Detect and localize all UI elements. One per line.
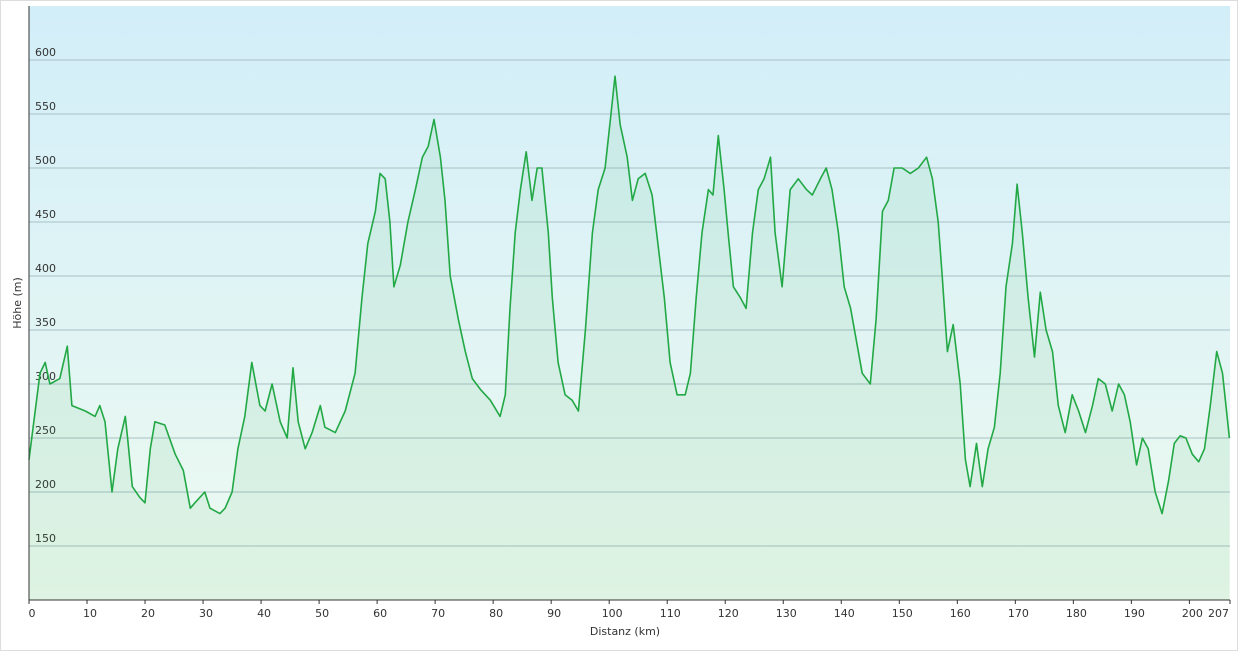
x-tick-label: 70 <box>431 607 445 620</box>
x-tick-label: 90 <box>547 607 561 620</box>
x-tick-label: 80 <box>489 607 503 620</box>
x-tick-label: 130 <box>776 607 797 620</box>
x-tick-label: 60 <box>373 607 387 620</box>
x-tick-label: 120 <box>718 607 739 620</box>
plot-area <box>29 6 1230 600</box>
x-tick-label: 180 <box>1066 607 1087 620</box>
x-tick-label: 160 <box>950 607 971 620</box>
y-tick-label: 500 <box>35 154 56 167</box>
y-tick-label: 450 <box>35 208 56 221</box>
line <box>28 75 1231 515</box>
y-tick-label: 150 <box>35 532 56 545</box>
x-tick-label: 30 <box>199 607 213 620</box>
x-tick-label: 200 <box>1182 607 1203 620</box>
x-tick-label: 10 <box>83 607 97 620</box>
x-tick-label: 0 <box>29 607 36 620</box>
y-tick-label: 250 <box>35 424 56 437</box>
x-tick-label: 140 <box>834 607 855 620</box>
area <box>29 76 1230 600</box>
x-tick-label: 40 <box>257 607 271 620</box>
y-tick-label: 550 <box>35 100 56 113</box>
x-tick-label: 20 <box>141 607 155 620</box>
x-axis-label: Distanz (km) <box>590 625 660 638</box>
x-tick-label: 50 <box>315 607 329 620</box>
x-tick-label: 207 <box>1208 607 1229 620</box>
x-tick-label: 150 <box>892 607 913 620</box>
y-tick-label: 600 <box>35 46 56 59</box>
x-tick-label: 110 <box>660 607 681 620</box>
x-tick-label: 100 <box>602 607 623 620</box>
y-tick-label: 200 <box>35 478 56 491</box>
x-tick-label: 190 <box>1124 607 1145 620</box>
y-axis-label: Höhe (m) <box>11 277 24 329</box>
x-tick-label: 170 <box>1008 607 1029 620</box>
y-tick-label: 350 <box>35 316 56 329</box>
y-tick-label: 400 <box>35 262 56 275</box>
